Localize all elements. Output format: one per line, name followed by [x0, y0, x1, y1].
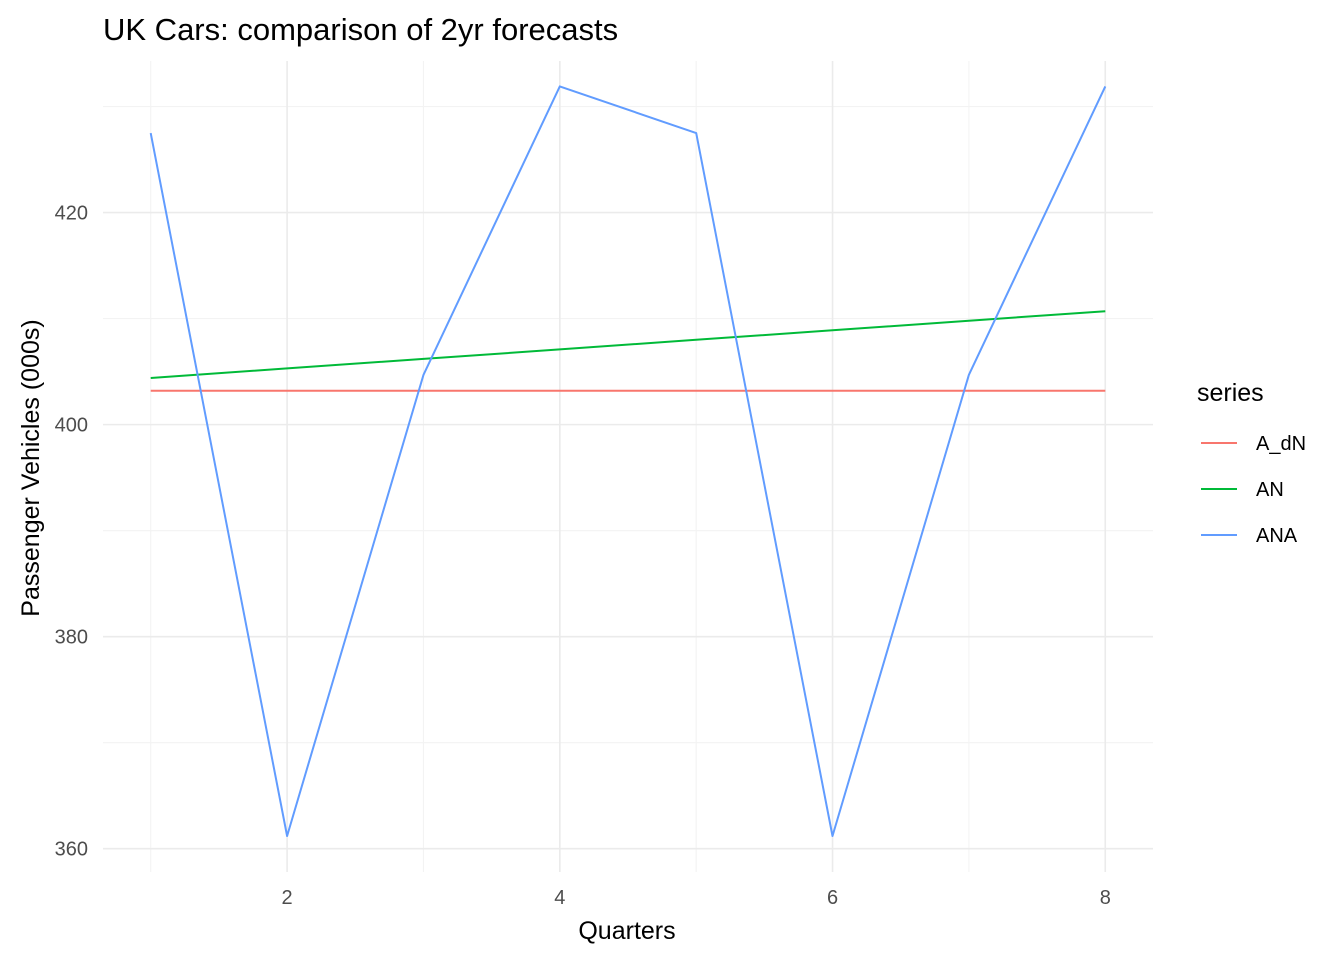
y-axis-title: Passenger Vehicles (000s): [17, 319, 45, 616]
x-axis-title: Quarters: [578, 917, 675, 945]
series-line-ana: [149, 85, 1107, 837]
legend-label: AN: [1256, 479, 1284, 501]
chart-title: UK Cars: comparison of 2yr forecasts: [103, 12, 618, 47]
x-tick-label: 8: [1100, 887, 1111, 909]
series-lines: [149, 85, 1107, 837]
legend-label: ANA: [1256, 525, 1298, 547]
grid: [103, 61, 1153, 872]
axes: 360 380 400 420 2 4 6 8: [55, 203, 1111, 909]
x-tick-label: 4: [554, 887, 565, 909]
x-tick-label: 6: [827, 887, 838, 909]
x-tick-label: 2: [282, 887, 293, 909]
legend-title: series: [1197, 379, 1264, 407]
series-line-an: [150, 310, 1106, 379]
y-tick-label: 380: [55, 627, 88, 649]
y-tick-label: 420: [55, 203, 88, 225]
legend-label: A_dN: [1256, 433, 1306, 455]
legend: series A_dN AN ANA: [1197, 379, 1306, 547]
y-tick-label: 400: [55, 415, 88, 437]
y-tick-label: 360: [55, 839, 88, 861]
